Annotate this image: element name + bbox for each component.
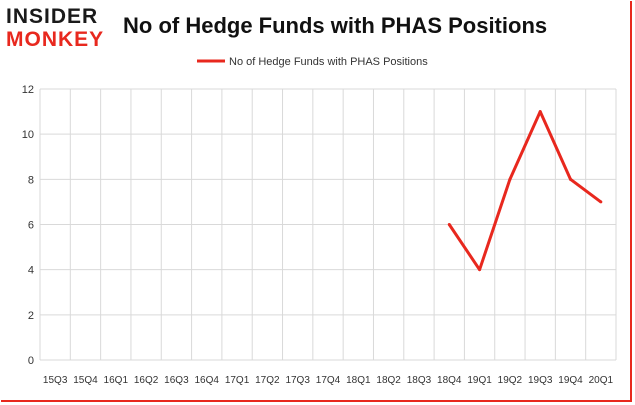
y-tick-label: 4 [28,265,34,277]
x-tick-label: 19Q4 [558,375,583,386]
insider-monkey-logo: INSIDER MONKEY [6,6,116,52]
y-tick-label: 2 [28,310,34,322]
data-point [599,200,603,204]
x-tick-label: 16Q4 [195,375,220,386]
x-tick-label: 19Q2 [498,375,523,386]
data-point [447,223,451,226]
x-tick-label: 17Q4 [316,375,341,386]
legend: No of Hedge Funds with PHAS Positions [197,56,428,68]
x-tick-label: 19Q1 [467,375,492,386]
series-lines [447,110,603,272]
x-tick-label: 18Q3 [407,375,432,386]
y-tick-label: 12 [22,84,34,96]
x-tick-label: 15Q3 [43,375,68,386]
y-tick-label: 6 [28,220,34,232]
x-tick-label: 18Q2 [376,375,401,386]
logo-text-insider: INSIDER [6,5,99,28]
data-point [538,110,542,114]
y-tick-label: 0 [28,355,34,367]
gridlines [39,88,617,361]
x-tick-label: 18Q1 [346,375,371,386]
x-axis-ticks: 15Q3 15Q4 16Q1 16Q2 16Q3 16Q4 17Q1 17Q2 17Q3 17Q4… [43,375,614,386]
x-tick-label: 17Q3 [285,375,310,386]
data-point [508,177,512,181]
data-point [569,177,573,181]
y-tick-label: 10 [22,129,34,141]
x-tick-label: 16Q1 [104,375,129,386]
y-axis-ticks: 0 2 4 6 8 10 12 [22,84,34,367]
series-line [448,110,602,272]
x-tick-label: 15Q4 [73,375,98,386]
x-tick-label: 17Q1 [225,375,250,386]
x-tick-label: 17Q2 [255,375,280,386]
chart-title: No of Hedge Funds with PHAS Positions [123,13,548,38]
x-tick-label: 20Q1 [589,375,614,386]
legend-label: No of Hedge Funds with PHAS Positions [229,56,428,68]
x-tick-label: 16Q2 [134,375,159,386]
x-tick-label: 16Q3 [164,375,189,386]
x-tick-label: 19Q3 [528,375,553,386]
x-tick-label: 18Q4 [437,375,462,386]
data-point [478,268,482,272]
logo-text-monkey: MONKEY [6,28,105,51]
y-tick-label: 8 [28,174,34,186]
